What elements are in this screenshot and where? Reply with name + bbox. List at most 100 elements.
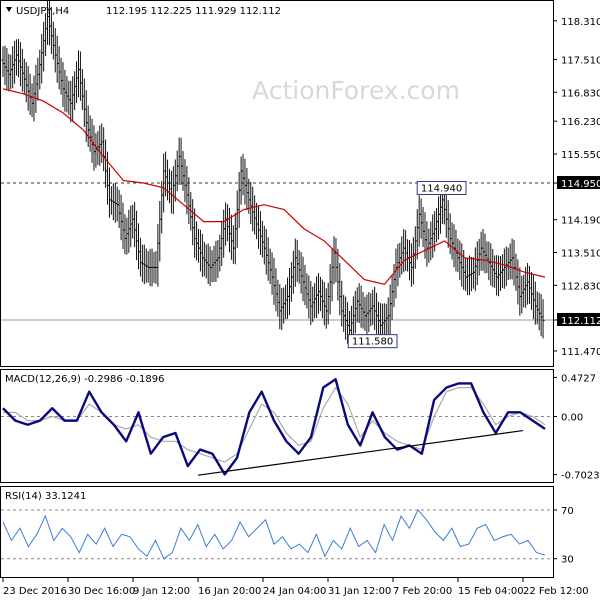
price-bar: [437, 196, 441, 240]
price-bar: [253, 195, 257, 235]
price-bar: [226, 204, 230, 242]
price-bar: [406, 239, 410, 272]
price-bar: [30, 83, 34, 118]
price-bar: [34, 64, 38, 113]
price-bar: [61, 62, 65, 108]
price-bar: [328, 264, 332, 315]
price-bar: [473, 247, 477, 292]
price-bar: [311, 286, 315, 323]
price-bar: [13, 40, 17, 84]
price-bar: [305, 273, 309, 309]
price-bar: [115, 186, 119, 222]
price-bar: [251, 186, 255, 232]
price-bar: [326, 282, 330, 325]
price-bar: [7, 53, 11, 92]
price-bar: [276, 279, 280, 317]
price-bar: [206, 243, 210, 285]
price-bar: [125, 217, 129, 255]
price-bar: [330, 248, 334, 302]
price-bar: [409, 243, 413, 287]
price-bar: [171, 166, 175, 215]
price-bar: [100, 123, 104, 163]
price-bar: [26, 65, 30, 111]
price-bar: [20, 48, 24, 92]
price-bar: [235, 190, 239, 248]
price-bar: [138, 237, 142, 277]
price-bar: [375, 292, 379, 334]
time-axis-label: 15 Feb 04:00: [458, 586, 524, 597]
price-bar: [5, 47, 9, 91]
price-bar: [9, 54, 13, 90]
price-bar: [258, 211, 262, 255]
price-bar: [227, 207, 231, 253]
price-bar: [237, 171, 241, 228]
price-bar: [44, 13, 48, 57]
price-axis-label: 115.550: [561, 150, 600, 161]
price-bar: [479, 231, 483, 271]
price-bar: [466, 257, 470, 296]
price-axis-label: 116.830: [561, 88, 600, 99]
price-bar: [131, 204, 135, 239]
price-bar: [398, 242, 402, 278]
price-bar: [193, 208, 197, 258]
price-bar: [210, 250, 214, 283]
price-bar: [36, 57, 40, 101]
chart-header: USDJPY,H4 112.195 112.225 111.929 112.11…: [6, 6, 281, 17]
price-bar: [363, 296, 367, 331]
price-bar: [86, 105, 90, 148]
price-bar: [187, 177, 191, 224]
price-bar: [270, 252, 274, 295]
price-axis-label: 112.112: [561, 316, 600, 327]
price-bar: [257, 205, 261, 249]
price-bar: [458, 240, 462, 280]
price-bar: [338, 262, 342, 316]
price-bar: [67, 80, 71, 116]
watermark: ActionForex.com: [252, 76, 460, 105]
price-bar: [104, 139, 108, 188]
price-bar: [541, 299, 545, 339]
price-bar: [297, 250, 301, 284]
price-bar: [181, 151, 185, 191]
price-bar: [94, 133, 98, 168]
price-bar: [535, 291, 539, 325]
price-bar: [332, 236, 336, 285]
price-bar: [471, 257, 475, 289]
price-bar: [129, 205, 133, 248]
price-bar: [76, 50, 80, 98]
price-bar: [169, 170, 173, 214]
price-bar: [173, 159, 177, 202]
price-bar: [208, 246, 212, 287]
price-bar: [320, 279, 324, 319]
rsi-label: RSI(14) 33.1241: [5, 491, 86, 502]
price-bar: [460, 243, 464, 287]
price-bar: [156, 224, 160, 287]
price-bar: [423, 212, 427, 259]
price-bar: [313, 283, 317, 319]
price-bar: [367, 292, 371, 333]
price-bar: [421, 206, 425, 248]
price-bar: [377, 301, 381, 335]
price-bar: [92, 125, 96, 171]
price-bar: [59, 57, 63, 95]
time-axis-label: 16 Jan 20:00: [198, 586, 261, 597]
price-bar: [88, 115, 92, 152]
rsi-axis-label: 70: [561, 506, 574, 517]
price-bar: [218, 234, 222, 272]
price-bar: [452, 224, 456, 268]
price-bar: [158, 200, 162, 262]
price-bar: [177, 137, 181, 185]
rsi-panel: [1, 509, 553, 560]
price-bar: [435, 207, 439, 243]
price-bar: [195, 221, 199, 261]
price-bar: [15, 39, 19, 76]
price-bar: [361, 291, 365, 329]
macd-line: [2, 378, 546, 476]
price-bar: [212, 245, 216, 282]
price-bar: [262, 225, 266, 265]
price-bar: [38, 49, 42, 90]
price-bar: [98, 125, 102, 166]
price-bar: [123, 214, 127, 255]
collapse-arrow-icon[interactable]: [6, 7, 12, 12]
price-bar: [448, 213, 452, 255]
